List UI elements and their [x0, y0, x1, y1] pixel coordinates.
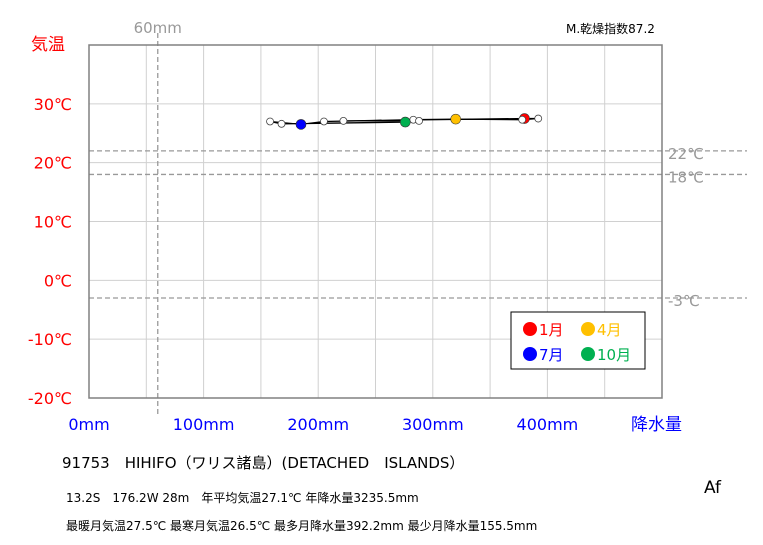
x-tick-label: 100mm — [173, 415, 235, 434]
month-point-3 — [518, 115, 527, 124]
x-tick-label: 300mm — [402, 415, 464, 434]
extreme-stats: 最暖月気温27.5℃ 最寒月気温26.5℃ 最多月降水量392.2mm 最少月降… — [66, 519, 538, 533]
legend-marker — [581, 347, 595, 361]
x-tick-label: 400mm — [517, 415, 579, 434]
legend-label: 4月 — [597, 321, 622, 339]
x-axis-label: 降水量 — [631, 415, 682, 435]
legend-label: 7月 — [539, 346, 564, 364]
month-point-12 — [339, 116, 348, 125]
reference-label: 22℃ — [668, 145, 704, 163]
month-point-7 — [295, 119, 307, 130]
month-point-9 — [277, 119, 286, 128]
reference-label: 18℃ — [668, 168, 704, 186]
station-name: 91753 HIHIFO（ワリス諸島）(DETACHED ISLANDS） — [62, 454, 465, 472]
month-point-11 — [415, 116, 423, 125]
legend-marker — [581, 322, 595, 336]
climate-class: Af — [704, 478, 722, 498]
legend-marker — [523, 322, 537, 336]
month-point-10 — [399, 116, 411, 128]
month-point-2 — [534, 114, 543, 123]
y-tick-label: -20℃ — [28, 389, 72, 408]
reference-label: 60mm — [134, 19, 182, 37]
reference-label: -3℃ — [668, 292, 700, 310]
x-tick-label: 0mm — [68, 415, 109, 434]
axis-ticks: -20℃ -10℃ 0℃ 10℃ 20℃ 30℃ 0mm 100mm 200mm 300mm 400… — [28, 95, 578, 434]
plot-frame — [88, 44, 663, 399]
y-tick-label: 30℃ — [34, 95, 72, 114]
location-stats: 13.2S 176.2W 28m 年平均気温27.1℃ 年降水量3235.5mm — [66, 491, 419, 505]
legend-label: 10月 — [597, 346, 631, 364]
x-tick-label: 200mm — [287, 415, 349, 434]
y-tick-label: -10℃ — [28, 330, 72, 349]
monthly-series — [266, 113, 543, 130]
legend-label: 1月 — [539, 321, 564, 339]
month-point-6 — [320, 117, 328, 126]
legend: 1月 4月 7月 10月 — [510, 311, 646, 370]
month-point-4 — [450, 113, 462, 125]
reference-lines: 22℃ 18℃ -3℃ 60mm — [89, 19, 747, 416]
legend-marker — [523, 347, 537, 361]
month-point-8 — [266, 117, 274, 126]
y-tick-label: 0℃ — [44, 271, 72, 290]
y-tick-label: 10℃ — [34, 213, 72, 232]
y-tick-label: 20℃ — [34, 154, 72, 173]
aridity-index: M.乾燥指数87.2 — [566, 22, 655, 36]
y-axis-label: 気温 — [31, 35, 65, 55]
